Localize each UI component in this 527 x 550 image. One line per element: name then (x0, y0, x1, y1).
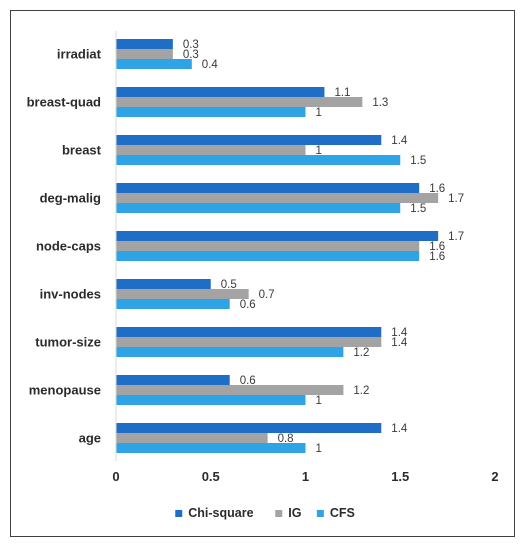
data-label-tumor-size-cfs: 1.2 (353, 347, 369, 359)
bar-deg-malig-chi-square (116, 183, 420, 193)
bar-deg-malig-cfs (116, 203, 401, 213)
legend-swatch-cfs (316, 510, 324, 517)
data-label-breast-cfs: 1.5 (410, 155, 426, 167)
x-tick-label: 0 (112, 469, 119, 484)
data-label-inv-nodes-cfs: 0.6 (240, 299, 256, 311)
bar-node-caps-ig (116, 241, 420, 251)
legend-label-cfs: CFS (330, 506, 355, 520)
data-label-tumor-size-chi-square: 1.4 (391, 327, 408, 339)
data-label-inv-nodes-ig: 0.7 (259, 289, 275, 301)
bar-breast-chi-square (116, 135, 382, 145)
x-tick-label: 1.5 (391, 469, 409, 484)
data-label-age-chi-square: 1.4 (391, 423, 408, 435)
data-label-irradiat-cfs: 0.4 (202, 59, 219, 71)
category-label-inv-nodes: inv-nodes (40, 287, 101, 302)
data-label-deg-malig-chi-square: 1.6 (429, 183, 445, 195)
data-label-node-caps-ig: 1.6 (429, 241, 445, 253)
x-axis-ticks: 0 0.5 1 1.5 2 (112, 469, 498, 484)
bar-chart: irradiat breast-quad breast deg-malig node-c… (27, 31, 499, 520)
legend-label-chi-square: Chi-square (188, 506, 253, 520)
legend-label-ig: IG (288, 506, 301, 520)
data-label-tumor-size-ig: 1.4 (391, 337, 408, 349)
category-label-deg-malig: deg-malig (40, 191, 101, 206)
legend-swatch-chi-square (175, 510, 183, 517)
bar-menopause-ig (116, 385, 344, 395)
category-label-tumor-size: tumor-size (35, 335, 101, 350)
legend: Chi-square IG CFS (175, 506, 355, 520)
bar-tumor-size-ig (116, 337, 382, 347)
bar-breast-quad-ig (116, 97, 363, 107)
data-label-menopause-ig: 1.2 (353, 385, 369, 397)
bar-age-chi-square (116, 423, 382, 433)
chart-frame: irradiat breast-quad breast deg-malig node-c… (10, 10, 515, 537)
data-label-menopause-cfs: 1 (316, 395, 322, 407)
x-tick-label: 1 (302, 469, 309, 484)
category-label-node-caps: node-caps (36, 239, 101, 254)
bar-breast-ig (116, 145, 306, 155)
bar-age-cfs (116, 443, 306, 453)
data-label-node-caps-cfs: 1.6 (429, 251, 445, 263)
data-label-breast-quad-ig: 1.3 (372, 97, 388, 109)
data-label-breast-quad-chi-square: 1.1 (334, 87, 350, 99)
bar-menopause-chi-square (116, 375, 230, 385)
data-label-menopause-chi-square: 0.6 (240, 375, 256, 387)
data-label-breast-quad-cfs: 1 (316, 107, 322, 119)
bar-irradiat-ig (116, 49, 173, 59)
data-label-breast-ig: 1 (316, 145, 322, 157)
bar-inv-nodes-cfs (116, 299, 230, 309)
legend-swatch-ig (275, 510, 283, 517)
category-label-breast: breast (62, 143, 102, 158)
category-label-breast-quad: breast-quad (27, 95, 101, 110)
category-label-menopause: menopause (29, 383, 101, 398)
x-tick-label: 0.5 (202, 469, 220, 484)
data-label-deg-malig-cfs: 1.5 (410, 203, 426, 215)
data-label-breast-chi-square: 1.4 (391, 135, 408, 147)
bar-breast-quad-cfs (116, 107, 306, 117)
x-tick-label: 2 (491, 469, 498, 484)
data-label-irradiat-ig: 0.3 (183, 49, 199, 61)
bar-node-caps-cfs (116, 251, 420, 261)
bar-tumor-size-chi-square (116, 327, 382, 337)
bar-inv-nodes-ig (116, 289, 249, 299)
data-label-deg-malig-ig: 1.7 (448, 193, 464, 205)
category-label-age: age (79, 431, 101, 446)
data-labels: 0.30.30.41.11.311.411.51.61.71.51.71.61.… (183, 39, 464, 455)
category-label-irradiat: irradiat (57, 47, 102, 62)
bar-deg-malig-ig (116, 193, 439, 203)
data-label-inv-nodes-chi-square: 0.5 (221, 279, 237, 291)
bar-menopause-cfs (116, 395, 306, 405)
bar-breast-cfs (116, 155, 401, 165)
data-label-age-ig: 0.8 (278, 433, 294, 445)
bars (116, 39, 439, 453)
bar-irradiat-cfs (116, 59, 192, 69)
bar-breast-quad-chi-square (116, 87, 325, 97)
bar-age-ig (116, 433, 268, 443)
category-labels: irradiat breast-quad breast deg-malig node-c… (27, 47, 102, 446)
bar-node-caps-chi-square (116, 231, 439, 241)
data-label-age-cfs: 1 (316, 443, 322, 455)
bar-inv-nodes-chi-square (116, 279, 211, 289)
data-label-irradiat-chi-square: 0.3 (183, 39, 199, 51)
bar-tumor-size-cfs (116, 347, 344, 357)
bar-irradiat-chi-square (116, 39, 173, 49)
data-label-node-caps-chi-square: 1.7 (448, 231, 464, 243)
